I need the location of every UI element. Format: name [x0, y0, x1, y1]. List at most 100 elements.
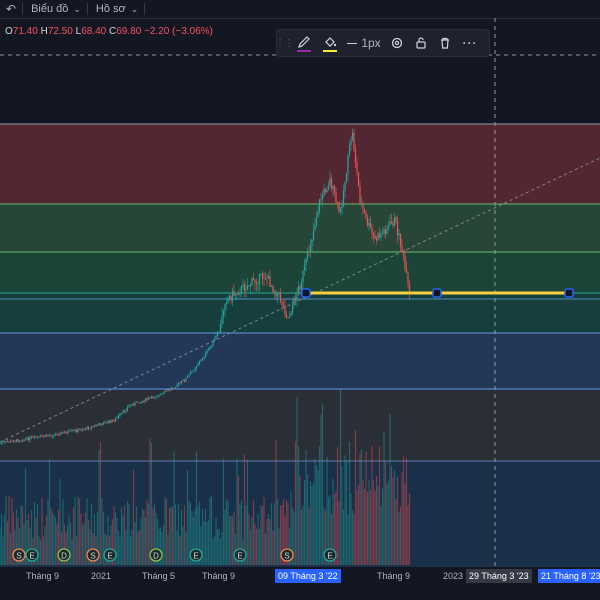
candle-body	[50, 435, 52, 437]
settings-button[interactable]	[385, 30, 409, 56]
volume-bar	[14, 529, 16, 565]
candle-body	[231, 291, 234, 301]
lock-button[interactable]	[409, 30, 433, 56]
volume-bar	[78, 498, 81, 565]
candle-body	[369, 222, 372, 228]
volume-bar	[114, 512, 117, 565]
volume-bar	[296, 396, 298, 565]
drawing-toolbar: ⋮⋮ 1px ···	[275, 29, 490, 57]
candle-body	[77, 429, 79, 432]
drag-handle[interactable]: ⋮⋮	[275, 37, 294, 49]
volume-bar	[86, 498, 88, 565]
volume-bar	[146, 499, 148, 565]
candle-body	[315, 217, 318, 226]
fill-color-button[interactable]	[317, 30, 343, 56]
event-marker-circle[interactable]	[189, 548, 203, 562]
volume-bar	[374, 490, 376, 565]
time-label: Tháng 5	[142, 571, 176, 581]
volume-bar	[135, 506, 138, 565]
candle-body	[128, 405, 130, 408]
candle-body	[215, 336, 217, 339]
volume-bar	[356, 490, 358, 565]
event-marker-circle[interactable]	[280, 548, 294, 562]
volume-bar	[246, 459, 249, 565]
volume-bar	[180, 509, 183, 565]
pencil-color-button[interactable]	[291, 30, 317, 56]
event-marker-circle[interactable]	[149, 548, 163, 562]
volume-bar	[221, 532, 223, 565]
volume-bar	[149, 438, 151, 565]
undo-button[interactable]: ↶	[0, 0, 22, 18]
volume-bar	[272, 530, 274, 565]
volume-bar	[116, 517, 118, 565]
candle-body	[216, 332, 219, 337]
candle-body	[146, 398, 148, 400]
volume-bar	[275, 439, 277, 565]
candle-body	[222, 311, 225, 316]
event-marker-label: S	[90, 552, 95, 561]
candle-body	[87, 426, 90, 429]
volume-bar	[381, 488, 384, 565]
candle-body	[143, 400, 145, 402]
time-highlight-right: 21 Tháng 8 '23	[538, 569, 600, 583]
line-width-button[interactable]: 1px	[343, 30, 385, 56]
event-marker-circle[interactable]	[103, 548, 117, 562]
candle-body	[75, 430, 78, 432]
candle-body	[188, 374, 190, 377]
volume-bar	[51, 511, 54, 565]
event-marker-circle[interactable]	[233, 548, 247, 562]
candle-body	[249, 285, 252, 287]
candle-body	[170, 387, 172, 390]
candle-body	[236, 293, 238, 295]
volume-bar	[399, 506, 402, 565]
more-icon: ···	[462, 36, 478, 50]
delete-button[interactable]	[433, 30, 457, 56]
candle-body	[341, 206, 343, 209]
candle-body	[261, 273, 264, 279]
candle-body	[386, 228, 388, 234]
candle-body	[348, 145, 351, 156]
candle-body	[18, 441, 21, 442]
event-marker-circle[interactable]	[12, 548, 26, 562]
volume-bar	[338, 500, 340, 565]
volume-bar	[290, 491, 292, 565]
candle-body	[383, 229, 385, 233]
candle-body	[323, 188, 325, 196]
volume-bar	[132, 469, 135, 565]
volume-bar	[161, 532, 163, 565]
line-handle-middle[interactable]	[432, 288, 442, 298]
time-highlight-left: 09 Tháng 3 '22	[275, 569, 341, 583]
candle-body	[374, 235, 376, 239]
volume-bar	[174, 504, 177, 565]
volume-bar	[102, 511, 105, 565]
chevron-down-icon: ⌄	[73, 3, 81, 14]
candle-body	[200, 359, 202, 362]
candle-body	[117, 415, 120, 418]
candle-body	[354, 149, 357, 163]
candle-body	[173, 388, 175, 389]
event-marker-circle[interactable]	[86, 548, 100, 562]
time-axis[interactable]: Tháng 9 2021 Tháng 5 Tháng 9 Tháng 9 202…	[0, 567, 600, 600]
time-label: Tháng 9	[202, 571, 236, 581]
candle-body	[281, 301, 283, 306]
volume-bar	[203, 521, 205, 565]
volume-bar	[87, 520, 90, 565]
chart-menu[interactable]: Biểu đồ ⌄	[23, 0, 87, 18]
more-button[interactable]: ···	[457, 30, 483, 56]
candle-body	[255, 282, 258, 285]
profile-menu[interactable]: Hồ sơ ⌄	[88, 0, 144, 18]
candle-body	[48, 435, 51, 437]
volume-bar	[126, 500, 129, 565]
volume-bar	[66, 525, 69, 565]
candle-body	[338, 202, 340, 213]
volume-bar	[261, 506, 264, 565]
line-handle-right[interactable]	[564, 288, 574, 298]
event-marker-circle[interactable]	[25, 548, 39, 562]
trend-line-dashed[interactable]	[0, 157, 600, 443]
event-marker-circle[interactable]	[57, 548, 71, 562]
line-handle-left[interactable]	[301, 288, 311, 298]
event-marker-circle[interactable]	[323, 548, 337, 562]
candle-body	[59, 432, 61, 436]
candle-body	[125, 410, 127, 412]
